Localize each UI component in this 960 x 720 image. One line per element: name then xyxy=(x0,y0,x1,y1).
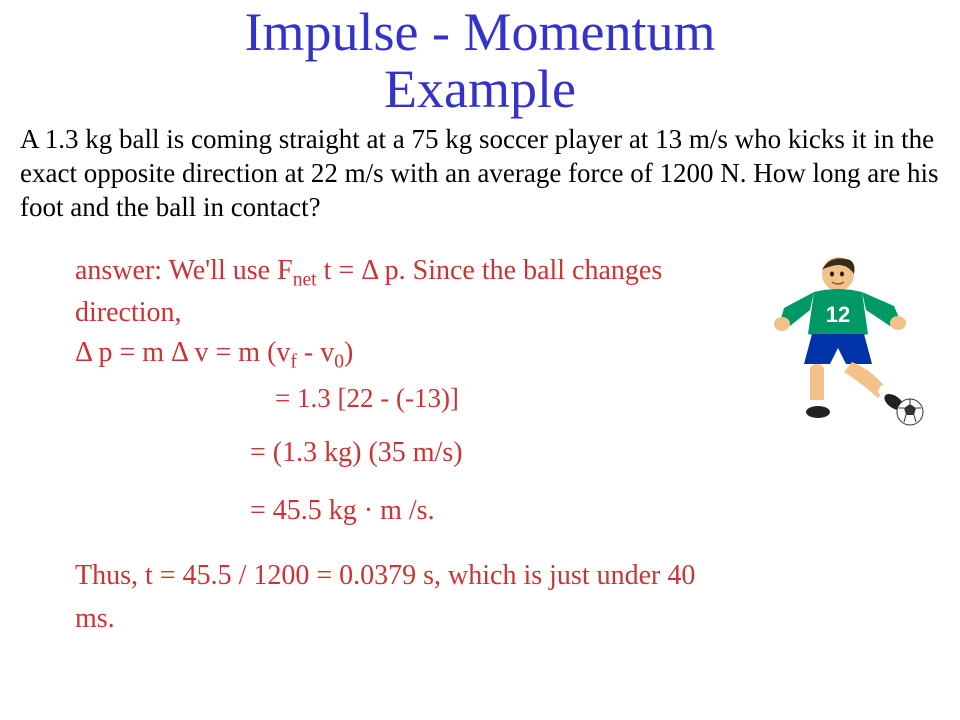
answer-line-1: answer: We'll use Fnet t = Δ p. Since th… xyxy=(75,252,715,332)
dp-eq-end: ) xyxy=(344,337,353,368)
title-line-2: Example xyxy=(384,59,576,119)
subscript-0: 0 xyxy=(334,351,344,372)
subscript-net: net xyxy=(293,270,317,291)
slide: Impulse - Momentum Example A 1.3 kg ball… xyxy=(0,0,960,720)
delta-p-equation: Δ p = m Δ v = m (vf - v0) xyxy=(75,334,715,376)
calc-step-1: = 1.3 [22 - (-13)] xyxy=(275,380,715,416)
title-line-1: Impulse - Momentum xyxy=(245,2,716,62)
answer-block: answer: We'll use Fnet t = Δ p. Since th… xyxy=(75,252,715,641)
dp-eq-mid: - v xyxy=(297,337,334,368)
calc-step-3: = 45.5 kg · m /s. xyxy=(250,492,715,530)
dp-eq-a: Δ p = m Δ v = m (v xyxy=(75,337,290,368)
soccer-player-icon: 12 xyxy=(760,252,930,427)
calc-step-2: = (1.3 kg) (35 m/s) xyxy=(250,434,715,472)
conclusion-text: Thus, t = 45.5 / 1200 = 0.0379 s, which … xyxy=(75,554,715,641)
soccer-player-illustration: 12 xyxy=(760,252,930,427)
slide-title: Impulse - Momentum Example xyxy=(0,0,960,117)
svg-text:12: 12 xyxy=(826,302,850,327)
answer-label: answer: xyxy=(75,255,162,286)
answer-text-1a: We'll use F xyxy=(162,255,293,286)
problem-statement: A 1.3 kg ball is coming straight at a 75… xyxy=(0,117,960,224)
